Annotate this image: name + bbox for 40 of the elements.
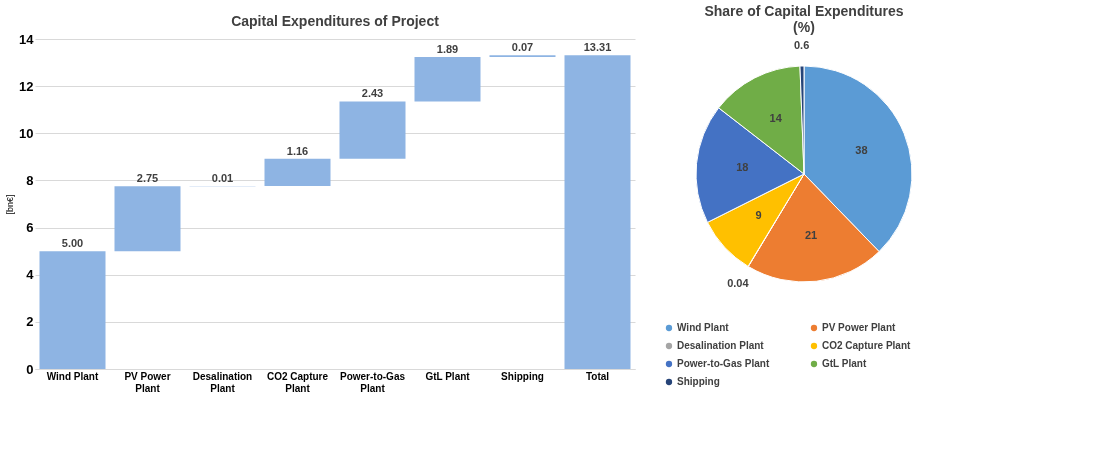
x-tick-label: GtL Plant xyxy=(425,370,471,382)
x-tick-label: Power-to-Gas Plant xyxy=(339,370,406,394)
y-axis-title: [bn€] xyxy=(5,194,16,215)
x-tick-label: Wind Plant xyxy=(46,370,99,382)
legend-label: CO2 Capture Plant xyxy=(822,340,912,351)
data-label: 2.75 xyxy=(136,172,159,185)
data-label: 18 xyxy=(736,160,749,173)
x-tick-label: CO2 Capture Plant xyxy=(266,370,329,394)
y-tick-label: 4 xyxy=(26,267,35,283)
y-tick-label: 10 xyxy=(19,125,34,141)
data-label: 0.6 xyxy=(793,39,810,52)
data-label: 21 xyxy=(804,228,818,241)
data-label: 38 xyxy=(855,143,868,156)
data-label: 1.89 xyxy=(436,42,459,55)
chart-title: Capital Expenditures of Project xyxy=(231,13,440,29)
x-tick-label: Shipping xyxy=(501,370,544,382)
legend-label: Power-to-Gas Plant xyxy=(677,358,770,369)
legend-label: PV Power Plant xyxy=(822,322,897,333)
data-label: 0.01 xyxy=(211,172,234,185)
x-tick-label: Total xyxy=(585,370,610,382)
data-label: 2.43 xyxy=(361,87,384,100)
data-label: 0.07 xyxy=(511,41,534,54)
chart-title: Share of Capital Expenditures (%) xyxy=(704,3,904,35)
y-tick-label: 2 xyxy=(26,314,34,330)
legend-label: GtL Plant xyxy=(822,358,867,369)
y-tick-label: 14 xyxy=(19,31,35,47)
data-label: 0.04 xyxy=(727,276,750,289)
y-tick-label: 0 xyxy=(26,361,34,377)
y-tick-label: 12 xyxy=(19,78,34,94)
legend-label: Desalination Plant xyxy=(677,340,765,351)
legend-label: Wind Plant xyxy=(677,322,730,333)
y-tick-label: 6 xyxy=(26,220,34,236)
data-label: 13.31 xyxy=(583,41,612,54)
x-tick-label: Desalination Plant xyxy=(192,370,253,394)
y-tick-label: 8 xyxy=(26,172,34,188)
data-label: 9 xyxy=(755,209,762,222)
data-label: 1.16 xyxy=(286,144,309,157)
data-label: 14 xyxy=(769,111,783,124)
data-label: 5.00 xyxy=(61,237,84,250)
x-tick-label: PV Power Plant xyxy=(124,370,171,394)
